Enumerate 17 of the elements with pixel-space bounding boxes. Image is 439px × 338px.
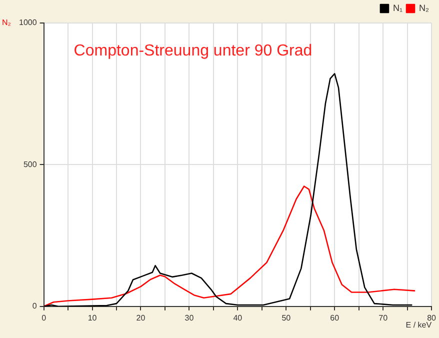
x-tick-label: 40 xyxy=(233,313,243,322)
x-tick-label: 0 xyxy=(42,313,47,322)
y-tick-label: 0 xyxy=(32,302,38,311)
x-tick-label: 80 xyxy=(427,313,437,322)
x-axis-title: E / keV xyxy=(406,320,432,330)
legend-label: N₁ xyxy=(392,2,403,13)
legend-label: N₂ xyxy=(419,2,430,13)
y-axis-title: N₂ xyxy=(2,18,11,28)
x-tick-label: 50 xyxy=(282,313,292,322)
x-tick-label: 10 xyxy=(88,313,98,322)
x-tick-label: 20 xyxy=(136,313,146,322)
x-tick-label: 60 xyxy=(330,313,340,322)
x-tick-label: 70 xyxy=(378,313,388,322)
x-tick-label: 30 xyxy=(184,313,194,322)
text: Compton-Streuung unter 90 Grad xyxy=(74,42,312,60)
y-tick-label: 1000 xyxy=(19,18,38,28)
y-tick-label: 500 xyxy=(23,160,38,169)
